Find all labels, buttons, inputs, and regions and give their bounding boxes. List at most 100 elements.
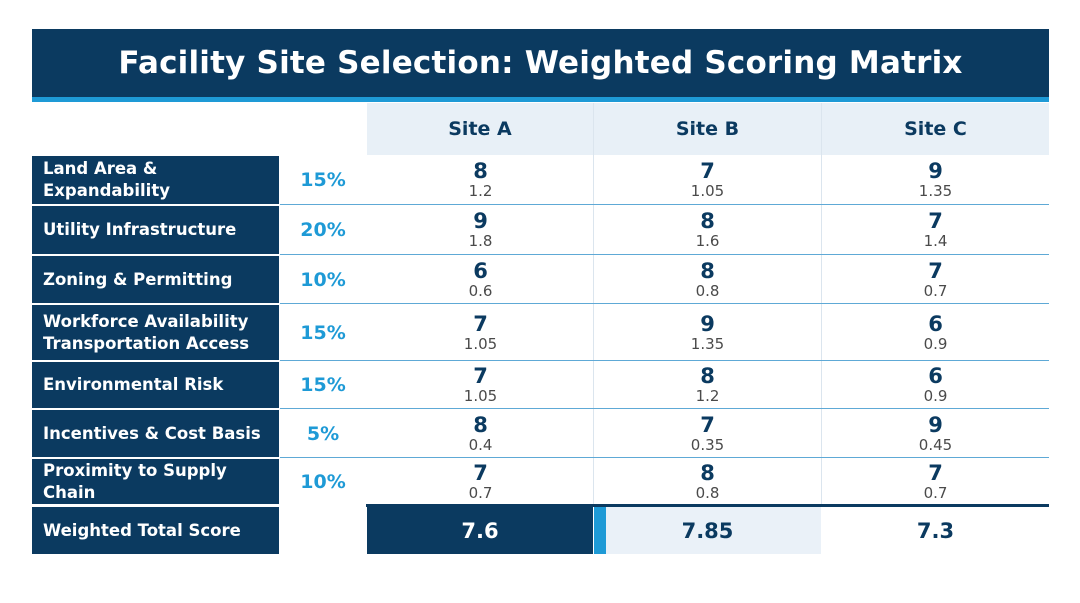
criterion-label-text: Zoning & Permitting [43,269,233,289]
criterion-label: Proximity to Supply Chain [32,459,279,504]
criterion-weight: 15% [300,169,346,191]
weighted-value: 0.7 [923,483,948,502]
criterion-label: Land Area & Expandability [32,156,279,204]
weighted-value: 0.7 [923,281,948,300]
total-label: Weighted Total Score [32,507,279,554]
title-text: Facility Site Selection: Weighted Scorin… [118,45,963,81]
score-value: 9 [928,159,943,183]
weighted-value: 0.4 [468,435,493,454]
weighted-value: 1.05 [463,387,498,405]
score-value: 7 [928,258,943,283]
title-accent-bar [32,97,1049,102]
score-cell: 7 1.05 [367,305,594,360]
score-value: 7 [700,159,715,183]
column-divider [593,103,594,505]
score-cell: 7 0.7 [367,459,594,504]
weighted-value: 0.9 [923,387,948,405]
site-c-header: Site C [822,103,1049,155]
criterion-weight: 15% [300,321,346,344]
weighted-value: 0.6 [468,281,493,300]
criterion-label: Environmental Risk [32,362,279,408]
criterion-label: Utility Infrastructure [32,206,279,254]
score-value: 7 [928,460,943,485]
row-divider [280,204,1049,205]
criterion-label-text: Environmental Risk [43,375,224,394]
total-score-site-c: 7.3 [822,507,1049,554]
score-value: 8 [473,412,488,437]
score-value: 7 [473,460,488,485]
site-b-header: Site B [594,103,821,155]
weighted-value: 1.35 [918,182,953,200]
criterion-weight: 10% [300,470,346,493]
criterion-label-text: Workforce Availability [43,311,249,331]
score-cell: 8 1.2 [367,156,594,204]
score-value: 7 [473,364,488,388]
score-cell: 8 1.2 [594,362,821,408]
score-value: 8 [473,159,488,183]
score-value: 7 [700,412,715,437]
weighted-value: 1.2 [468,182,493,200]
weighted-value: 1.6 [695,232,720,250]
row-divider [280,360,1049,361]
weighted-value: 1.8 [468,232,493,250]
total-divider [366,504,1049,507]
criterion-label: Zoning & Permitting [32,256,279,303]
weighted-value: 1.4 [923,232,948,250]
score-value: 9 [473,209,488,233]
total-highlight-accent [594,507,606,554]
criterion-label-text: Land Area & Expandability [43,159,170,200]
site-a-header: Site A [367,103,593,155]
criterion-weight: 20% [300,219,346,241]
score-value: 8 [700,209,715,233]
criterion-label-text: Incentives & Cost Basis [43,423,261,443]
criterion-label: Incentives & Cost Basis [32,410,279,457]
criterion-label: Workforce Availability Transportation Acc… [32,305,279,360]
weighted-value: 0.45 [918,435,953,454]
score-cell: 7 0.35 [594,410,821,457]
score-value: 8 [700,460,715,485]
criterion-label-text: Utility Infrastructure [43,220,237,239]
score-cell: 8 0.8 [594,256,821,303]
weighted-value: 1.2 [695,387,720,405]
score-cell: 7 1.05 [594,156,821,204]
weighted-value: 0.7 [468,483,493,502]
score-cell: 6 0.9 [822,305,1049,360]
score-cell: 7 1.05 [367,362,594,408]
weighted-value: 0.8 [695,483,720,502]
score-cell: 9 1.8 [367,206,594,254]
criterion-weight: 15% [300,374,346,396]
score-cell: 8 1.6 [594,206,821,254]
score-value: 6 [928,364,943,388]
weighted-value: 0.35 [690,435,725,454]
score-value: 8 [700,258,715,283]
weighted-value: 1.05 [690,182,725,200]
criterion-weight: 10% [300,268,346,291]
row-divider [280,303,1049,304]
score-cell: 8 0.4 [367,410,594,457]
weighted-value: 1.35 [690,334,725,353]
row-divider [280,254,1049,255]
row-divider [280,457,1049,458]
score-value: 6 [928,311,943,336]
score-value: 9 [700,311,715,336]
criterion-label-text: Proximity to Supply Chain [43,460,227,502]
score-cell: 8 0.8 [594,459,821,504]
score-value: 8 [700,364,715,388]
page-title: Facility Site Selection: Weighted Scorin… [32,29,1049,97]
weighted-value: 0.8 [695,281,720,300]
weighted-value: 0.9 [923,334,948,353]
criterion-label-text-line2: Transportation Access [43,333,250,353]
total-score-site-b: 7.85 [594,507,821,554]
total-score-site-a: 7.6 [367,507,593,554]
column-divider [821,103,822,505]
weighted-value: 1.05 [463,334,498,353]
score-cell: 7 0.7 [822,256,1049,303]
score-cell: 9 1.35 [594,305,821,360]
score-cell: 7 1.4 [822,206,1049,254]
score-cell: 9 1.35 [822,156,1049,204]
score-value: 9 [928,412,943,437]
score-cell: 6 0.6 [367,256,594,303]
score-value: 6 [473,258,488,283]
score-cell: 6 0.9 [822,362,1049,408]
score-cell: 7 0.7 [822,459,1049,504]
